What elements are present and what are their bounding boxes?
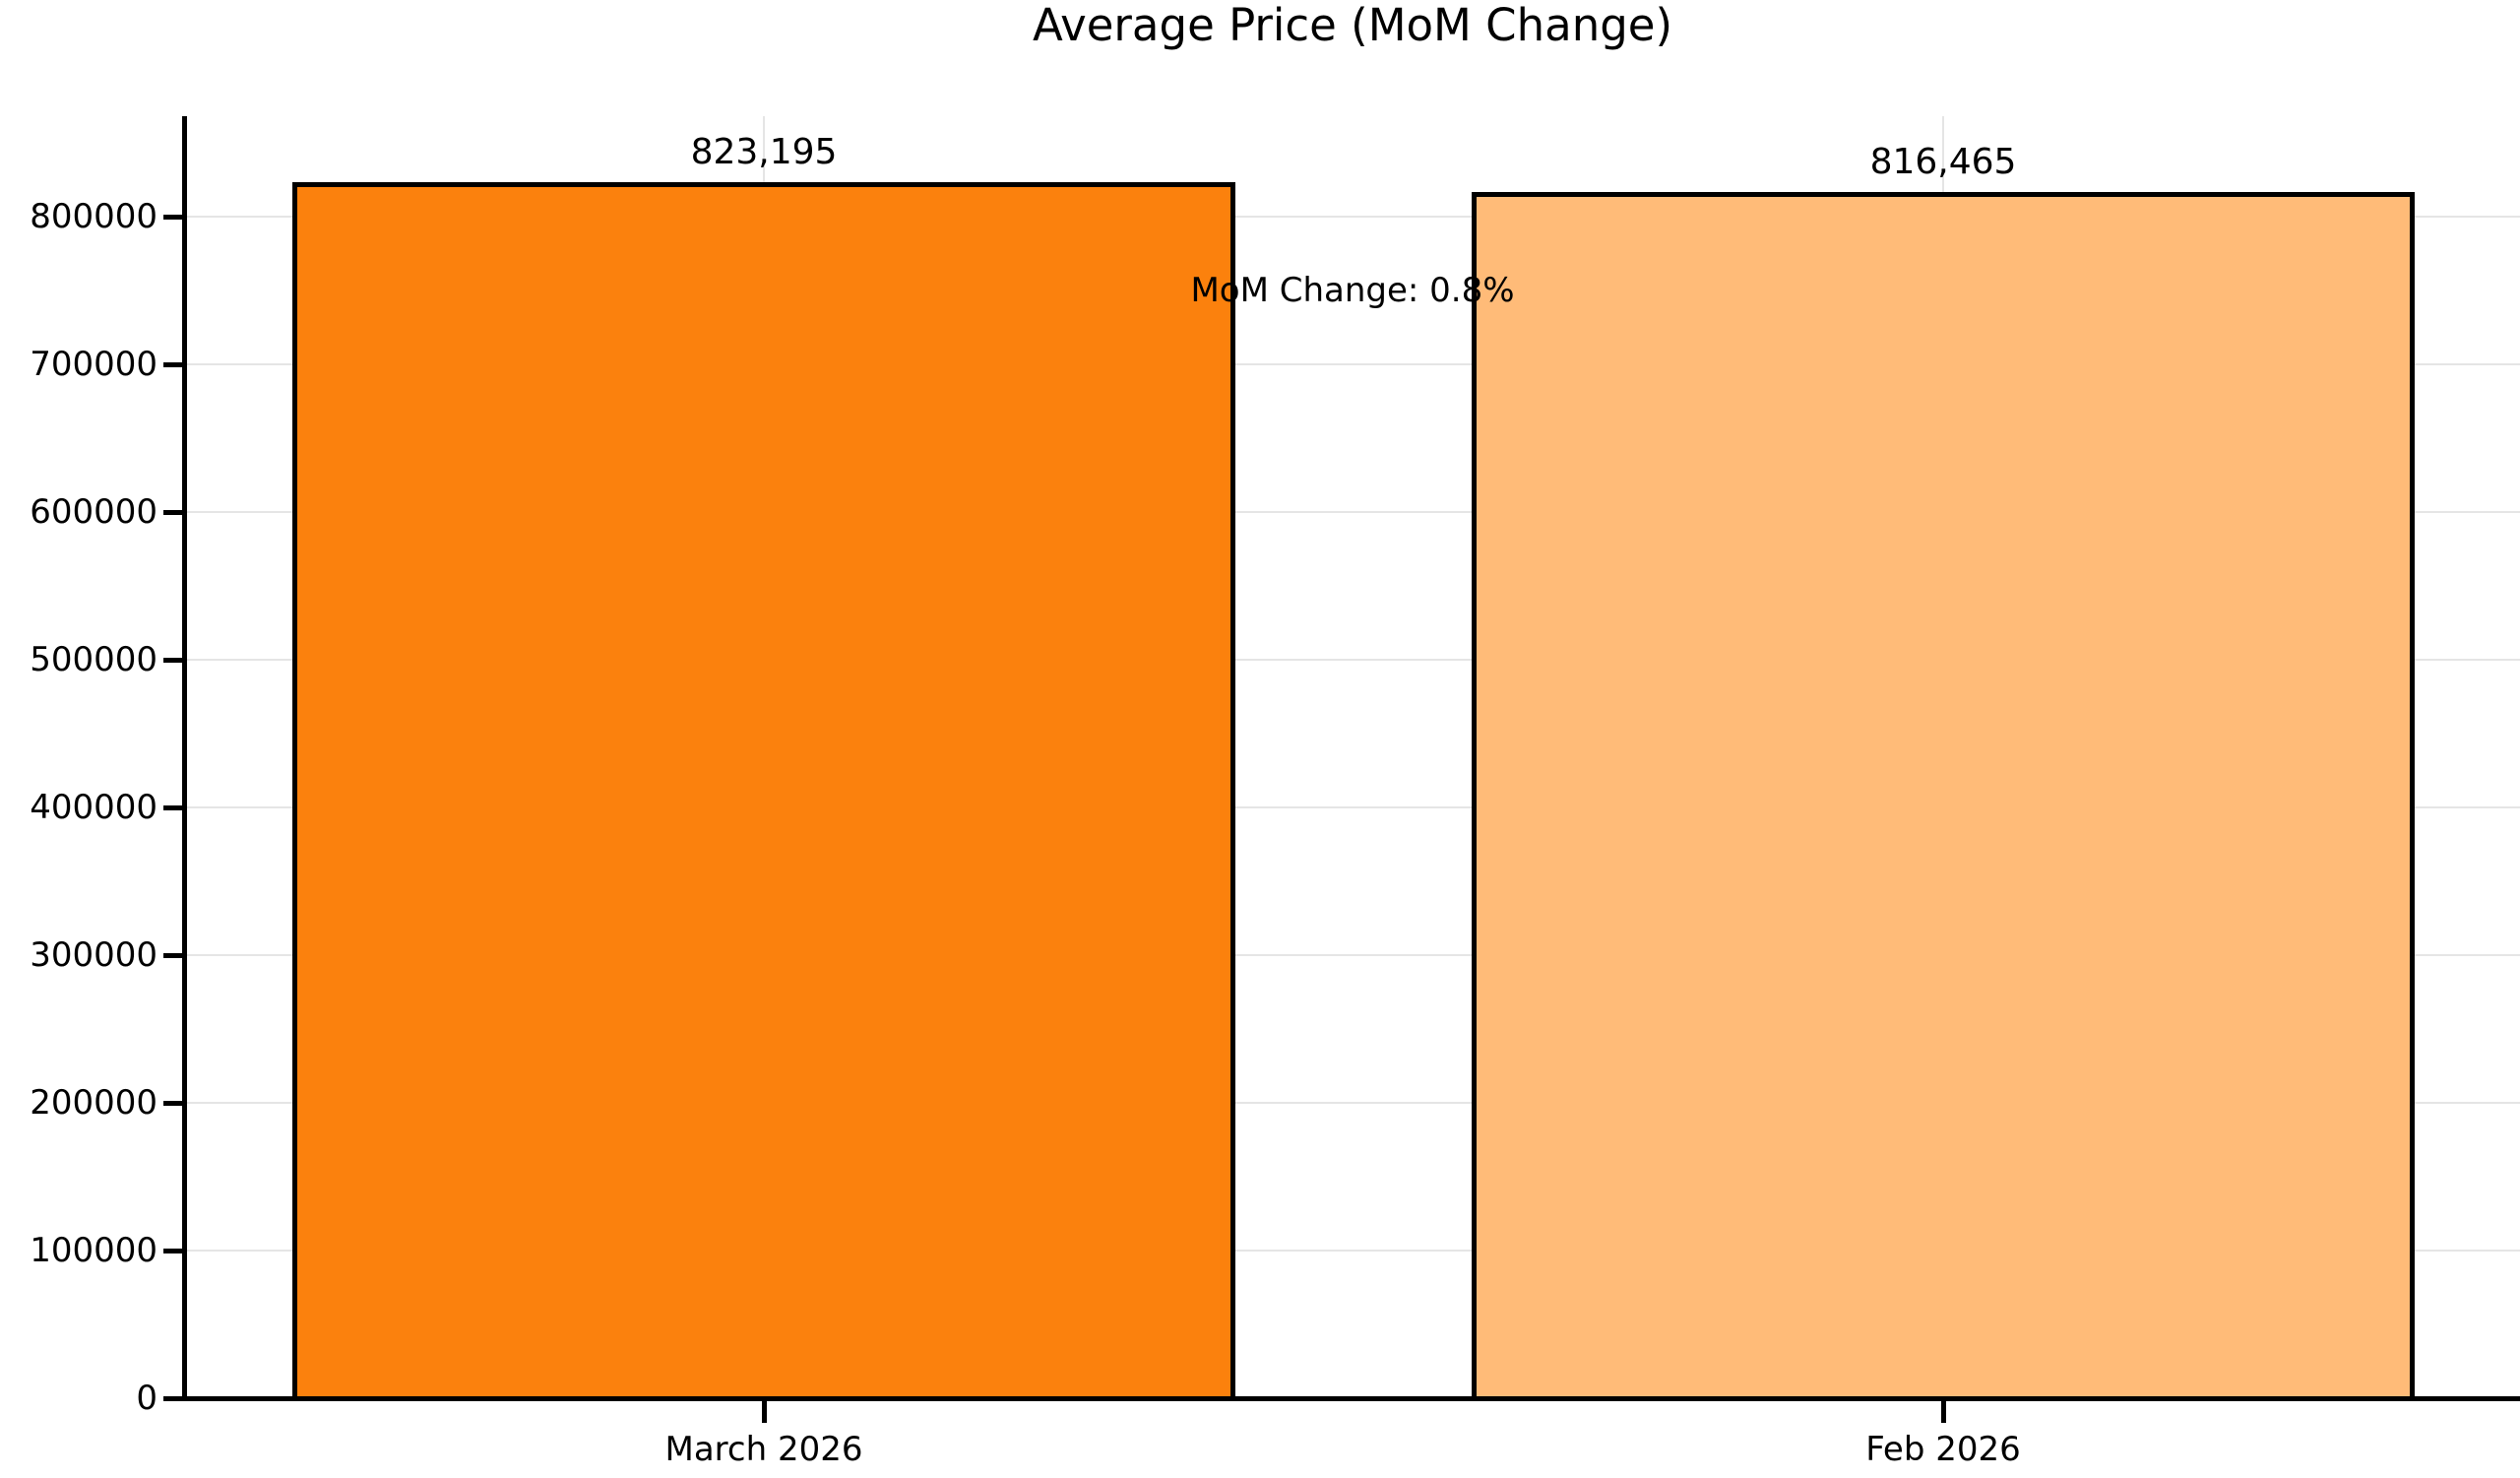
x-tick-mark — [761, 1401, 767, 1423]
y-tick-mark — [163, 509, 185, 515]
y-tick-label: 600000 — [30, 492, 158, 532]
horizontal-gridline — [185, 806, 2520, 808]
horizontal-gridline — [185, 1102, 2520, 1104]
y-axis-spine — [182, 116, 187, 1401]
horizontal-gridline — [185, 954, 2520, 956]
y-tick-label: 100000 — [30, 1231, 158, 1270]
y-tick-label: 800000 — [30, 197, 158, 236]
mom-change-annotation: MoM Change: 0.8% — [1190, 271, 1515, 310]
bar-feb-2026 — [1472, 192, 2415, 1401]
y-tick-mark — [163, 1248, 185, 1253]
y-tick-mark — [163, 214, 185, 220]
chart-title: Average Price (MoM Change) — [1032, 0, 1673, 51]
bar-value-label: 823,195 — [690, 132, 838, 173]
y-tick-label: 700000 — [30, 345, 158, 384]
x-tick-mark — [1940, 1401, 1946, 1423]
horizontal-gridline — [185, 363, 2520, 365]
y-tick-label: 0 — [136, 1379, 158, 1418]
horizontal-gridline — [185, 511, 2520, 513]
y-tick-label: 500000 — [30, 640, 158, 679]
y-tick-label: 300000 — [30, 935, 158, 975]
y-tick-mark — [163, 804, 185, 810]
y-tick-label: 200000 — [30, 1083, 158, 1123]
horizontal-gridline — [185, 216, 2520, 218]
bar-value-label: 816,465 — [1869, 142, 2017, 183]
horizontal-gridline — [185, 659, 2520, 661]
y-tick-mark — [163, 1100, 185, 1106]
y-tick-mark — [163, 952, 185, 958]
bar-march-2026 — [292, 182, 1235, 1401]
x-tick-label: Feb 2026 — [1865, 1430, 2021, 1469]
y-tick-label: 400000 — [30, 788, 158, 827]
x-axis-spine — [182, 1396, 2520, 1401]
x-tick-label: March 2026 — [664, 1430, 863, 1469]
y-tick-mark — [163, 1395, 185, 1401]
y-tick-mark — [163, 361, 185, 367]
y-tick-mark — [163, 657, 185, 663]
horizontal-gridline — [185, 1250, 2520, 1252]
